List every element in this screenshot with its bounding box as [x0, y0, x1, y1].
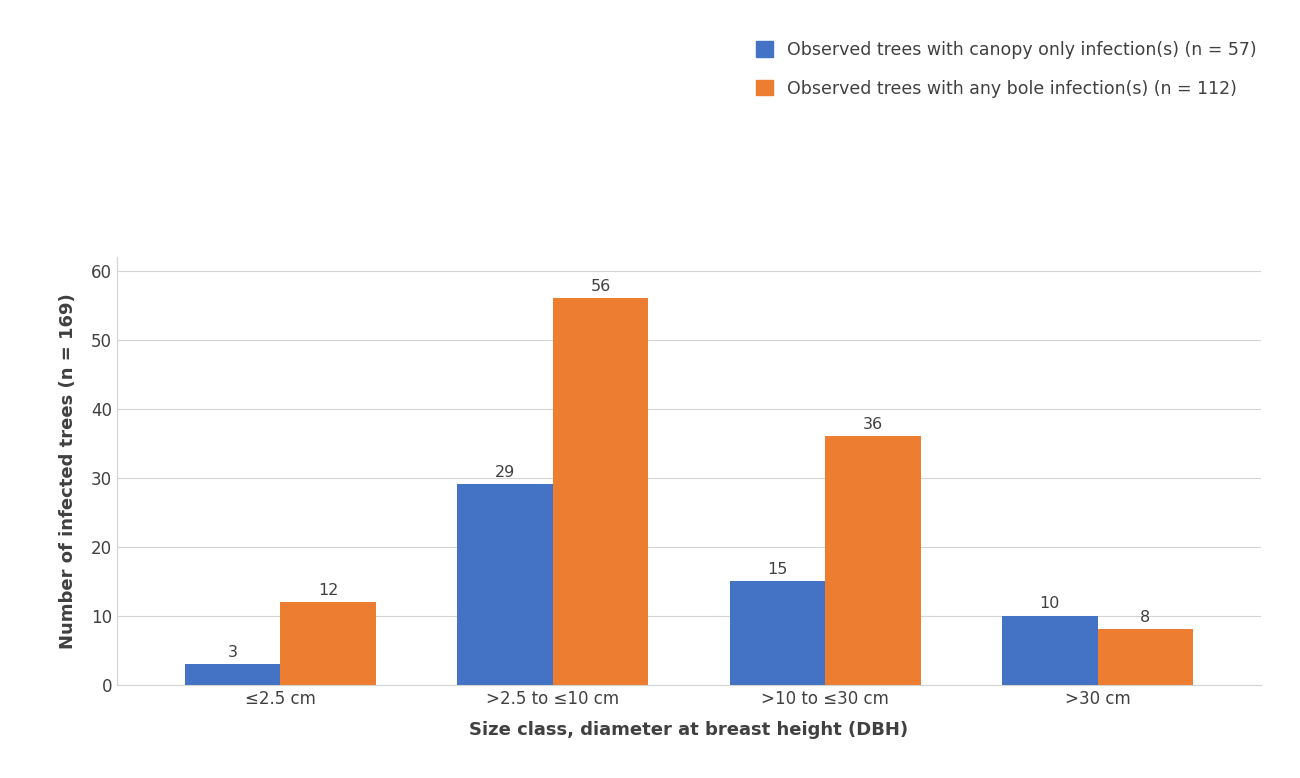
Text: 10: 10 [1040, 597, 1059, 612]
X-axis label: Size class, diameter at breast height (DBH): Size class, diameter at breast height (D… [469, 721, 909, 739]
Bar [281, 602, 376, 685]
Text: 15: 15 [767, 562, 788, 577]
Bar [185, 664, 281, 685]
Text: 12: 12 [318, 583, 338, 598]
Bar [1097, 629, 1193, 685]
Text: 8: 8 [1140, 610, 1150, 626]
Bar [1002, 615, 1097, 685]
Text: 56: 56 [590, 279, 611, 294]
Bar [458, 485, 552, 685]
Legend: Observed trees with canopy only infection(s) (n = 57), Observed trees with any b: Observed trees with canopy only infectio… [747, 32, 1265, 107]
Bar [729, 581, 826, 685]
Bar [552, 298, 649, 685]
Text: 29: 29 [495, 465, 515, 480]
Text: 36: 36 [863, 417, 883, 432]
Text: 3: 3 [227, 645, 238, 660]
Bar [826, 436, 920, 685]
Y-axis label: Number of infected trees (n = 169): Number of infected trees (n = 169) [58, 293, 77, 649]
